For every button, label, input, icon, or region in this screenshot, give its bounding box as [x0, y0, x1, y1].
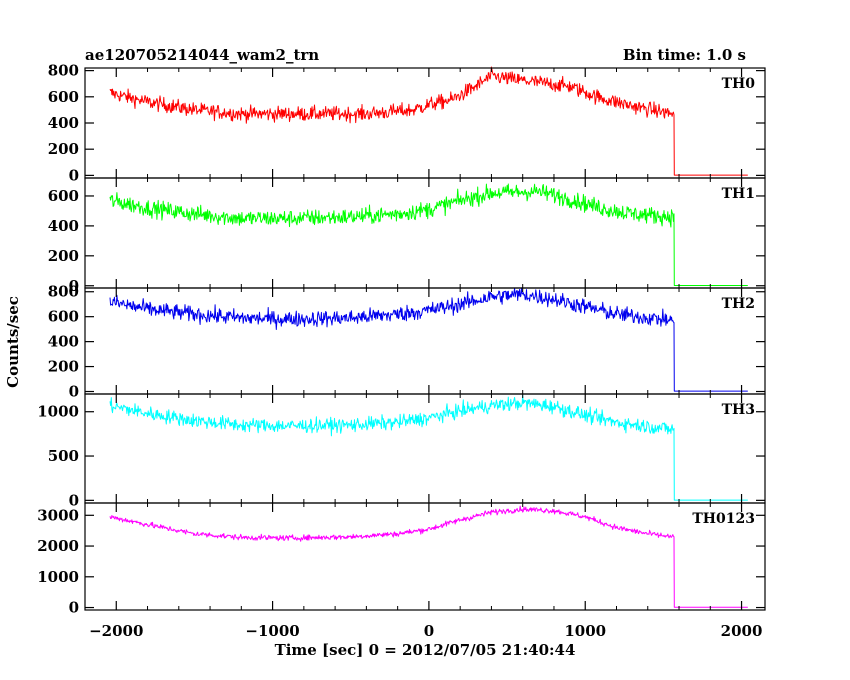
- panel-label-th2: TH2: [722, 296, 755, 312]
- panel-label-th0: TH0: [722, 76, 756, 92]
- y-tick-label: 200: [48, 358, 79, 376]
- panel-frame: [84, 177, 766, 289]
- y-tick-label: 600: [48, 187, 79, 205]
- panels-group: 0 200 400 600 800 TH0 0 200 400 600 TH1 0 200 400 600 8…: [37, 62, 766, 617]
- x-tick-label: 2000: [721, 622, 763, 640]
- series-th0123-line: [109, 505, 748, 608]
- y-tick-label: 800: [48, 283, 79, 301]
- y-tick-label: 400: [48, 333, 79, 351]
- panel-label-th1: TH1: [722, 186, 755, 202]
- panel-frame: [84, 287, 766, 395]
- x-tick-label: 1000: [564, 622, 606, 640]
- y-tick-label: 3000: [37, 506, 79, 524]
- y-tick-label: 1000: [37, 403, 79, 421]
- y-tick-label: 2000: [37, 537, 79, 555]
- panel-th0: 0 200 400 600 800 TH0: [48, 62, 766, 184]
- series-th0-line: [109, 66, 748, 176]
- panel-label-th3: TH3: [722, 402, 755, 418]
- panel-th3: 0 500 1000 TH3: [37, 393, 766, 509]
- y-tick-label: 0: [69, 491, 79, 509]
- x-axis-label: Time [sec] 0 = 2012/07/05 21:40:44: [275, 641, 576, 659]
- x-tick-label: −2000: [89, 622, 143, 640]
- bin-time-label: Bin time: 1.0 s: [623, 46, 746, 64]
- y-tick-label: 1000: [37, 568, 79, 586]
- panel-frame: [84, 67, 766, 179]
- y-tick-label: 600: [48, 88, 79, 106]
- x-axis: −2000 −1000 0 1000 2000: [89, 622, 762, 640]
- x-tick-label: −1000: [245, 622, 299, 640]
- panel-frame: [84, 393, 766, 504]
- series-th1-line: [109, 183, 748, 286]
- y-tick-label: 400: [48, 114, 79, 132]
- y-tick-label: 0: [69, 599, 79, 617]
- panel-label-th0123: TH0123: [692, 511, 755, 527]
- y-tick-label: 600: [48, 308, 79, 326]
- y-tick-label: 0: [69, 166, 79, 184]
- y-tick-label: 800: [48, 62, 79, 80]
- chart-title: ae120705214044_wam2_trn: [85, 46, 319, 64]
- y-tick-label: 500: [48, 447, 79, 465]
- y-tick-label: 0: [69, 383, 79, 401]
- y-tick-label: 400: [48, 217, 79, 235]
- panel-th2: 0 200 400 600 800 TH2: [48, 283, 766, 401]
- y-tick-label: 200: [48, 140, 79, 158]
- x-tick-label: 0: [424, 622, 434, 640]
- panel-frame: [84, 502, 766, 611]
- y-axis-label: Counts/sec: [4, 296, 22, 388]
- panel-th0123: 0 1000 2000 3000 TH0123: [37, 502, 766, 617]
- panel-th1: 0 200 400 600 TH1: [48, 177, 766, 295]
- series-th2-line: [109, 287, 748, 392]
- y-tick-label: 0: [69, 277, 79, 295]
- series-th3-line: [109, 394, 748, 501]
- y-tick-label: 200: [48, 247, 79, 265]
